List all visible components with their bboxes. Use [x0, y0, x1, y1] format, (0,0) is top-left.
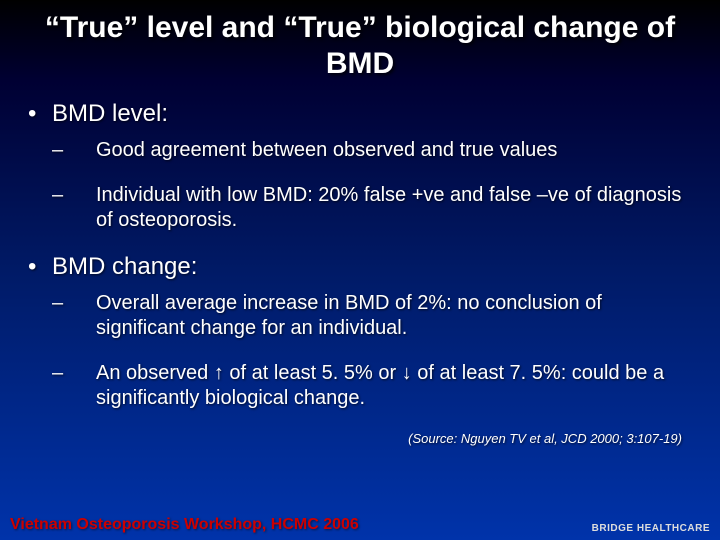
- slide-footer: Vietnam Osteoporosis Workshop, HCMC 2006…: [10, 516, 710, 534]
- slide-content: •BMD level: –Good agreement between obse…: [0, 100, 720, 446]
- heading-text: BMD change:: [52, 253, 197, 280]
- bullet-dot-icon: •: [28, 253, 52, 281]
- bullet-dot-icon: •: [28, 100, 52, 128]
- dash-icon: –: [74, 183, 96, 208]
- footer-logo: BRIDGE HEALTHCARE: [592, 524, 710, 534]
- slide-title: “True” level and “True” biological chang…: [0, 0, 720, 96]
- bullet-sub-item: –An observed ↑ of at least 5. 5% or ↓ of…: [74, 361, 692, 411]
- bullet-sub-item: –Overall average increase in BMD of 2%: …: [74, 291, 692, 341]
- sub-item-text: Good agreement between observed and true…: [96, 139, 557, 161]
- bullet-change-heading: •BMD change:: [28, 253, 692, 281]
- dash-icon: –: [74, 291, 96, 316]
- sub-item-text: Individual with low BMD: 20% false +ve a…: [96, 184, 681, 231]
- sub-item-text: An observed ↑ of at least 5. 5% or ↓ of …: [96, 362, 664, 409]
- footer-workshop-label: Vietnam Osteoporosis Workshop, HCMC 2006: [10, 516, 359, 534]
- heading-text: BMD level:: [52, 100, 168, 127]
- footer-logo-text: BRIDGE HEALTHCARE: [592, 524, 710, 534]
- source-citation: (Source: Nguyen TV et al, JCD 2000; 3:10…: [28, 431, 692, 446]
- bullet-sub-item: –Good agreement between observed and tru…: [74, 138, 692, 163]
- bullet-level-heading: •BMD level:: [28, 100, 692, 128]
- dash-icon: –: [74, 361, 96, 386]
- sub-item-text: Overall average increase in BMD of 2%: n…: [96, 292, 602, 339]
- dash-icon: –: [74, 138, 96, 163]
- bullet-sub-item: –Individual with low BMD: 20% false +ve …: [74, 183, 692, 233]
